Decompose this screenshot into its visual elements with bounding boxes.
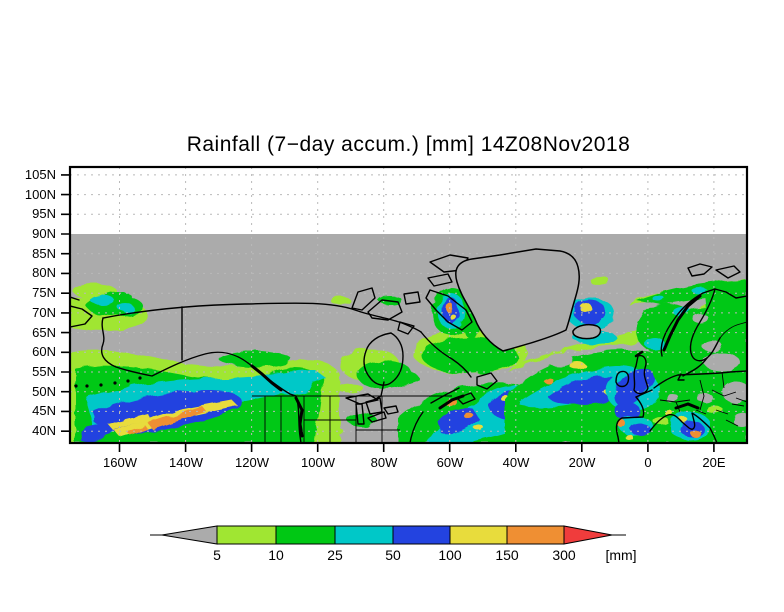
y-tick-label: 85N — [32, 246, 56, 261]
colorbar-segment — [392, 525, 451, 545]
colorbar-segment — [449, 525, 508, 545]
y-tick-label: 40N — [32, 423, 56, 438]
colorbar-unit-label: [mm] — [605, 547, 637, 563]
colorbar-segment — [506, 525, 565, 545]
y-tick-label: 90N — [32, 226, 56, 241]
x-tick-label: 140W — [169, 455, 203, 470]
colorbar-segment — [275, 525, 336, 545]
coastlines-layer — [71, 248, 746, 442]
x-tick-label: 80W — [370, 455, 398, 470]
plot-frame — [68, 165, 749, 445]
x-tick-label: 60W — [436, 455, 464, 470]
y-tick-label: 100N — [24, 187, 56, 202]
colorbar-tick-label: 150 — [495, 547, 519, 563]
x-tick-label: 100W — [301, 455, 335, 470]
colorbar-tick-label: 10 — [268, 547, 284, 563]
y-tick-label: 45N — [32, 403, 56, 418]
colorbar-above-max-arrow — [563, 525, 613, 545]
colorbar-tick-label: 5 — [213, 547, 221, 563]
x-tick-label: 120W — [235, 455, 269, 470]
x-tick-label: 0 — [644, 455, 652, 470]
y-tick-label: 105N — [24, 167, 56, 182]
map-area — [71, 168, 746, 442]
x-tick-label: 40W — [502, 455, 530, 470]
chart-title: Rainfall (7−day accum.) [mm] 14Z08Nov201… — [186, 133, 631, 156]
colorbar-segment — [334, 525, 394, 545]
colorbar-tick-label: 100 — [438, 547, 462, 563]
x-tick-label: 160W — [103, 455, 137, 470]
colorbar-tick-label: 25 — [327, 547, 343, 563]
y-tick-label: 50N — [32, 384, 56, 399]
y-tick-label: 95N — [32, 206, 56, 221]
colorbar — [150, 525, 626, 545]
colorbar-below-min-arrow — [161, 525, 218, 545]
y-tick-label: 70N — [32, 305, 56, 320]
colorbar-tick-label: 300 — [552, 547, 576, 563]
y-tick-label: 80N — [32, 265, 56, 280]
y-tick-label: 55N — [32, 364, 56, 379]
x-tick-label: 20E — [702, 455, 726, 470]
colorbar-segment — [216, 525, 277, 545]
colorbar-tick-label: 50 — [385, 547, 401, 563]
y-tick-label: 65N — [32, 325, 56, 340]
y-tick-label: 60N — [32, 344, 56, 359]
y-tick-label: 75N — [32, 285, 56, 300]
axis-tick-marks — [61, 174, 715, 452]
x-tick-label: 20W — [568, 455, 596, 470]
